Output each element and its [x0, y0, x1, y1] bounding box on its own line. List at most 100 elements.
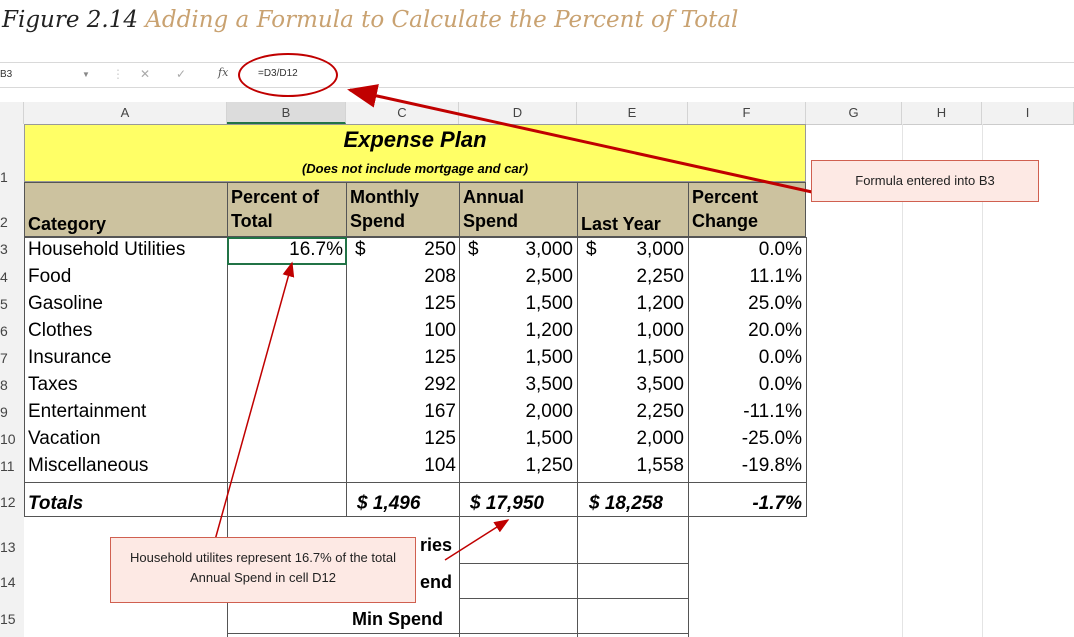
row-header-15[interactable]: 15	[0, 611, 16, 627]
column-header-d[interactable]: D	[459, 102, 577, 124]
monthly-spend-cell[interactable]: 208	[424, 266, 456, 287]
header-annual-spend[interactable]: Annual Spend	[459, 182, 578, 237]
row-header-5[interactable]: 5	[0, 296, 8, 312]
column-header-f[interactable]: F	[688, 102, 806, 124]
percent-change-cell[interactable]: 25.0%	[748, 293, 802, 314]
select-all-corner[interactable]	[0, 102, 24, 124]
row-header-6[interactable]: 6	[0, 323, 8, 339]
totals-change[interactable]: -1.7%	[752, 493, 802, 514]
category-cell[interactable]: Miscellaneous	[28, 455, 149, 476]
column-header-b[interactable]: B	[227, 102, 346, 124]
row-header-7[interactable]: 7	[0, 350, 8, 366]
category-cell[interactable]: Entertainment	[28, 401, 147, 422]
category-cell[interactable]: Taxes	[28, 374, 78, 395]
monthly-symbol-cell[interactable]: $	[355, 239, 366, 260]
totals-last-year[interactable]: $ 18,258	[589, 493, 663, 514]
category-cell[interactable]: Insurance	[28, 347, 112, 368]
last-year-cell[interactable]: 1,000	[636, 320, 684, 341]
title-band	[24, 124, 806, 182]
annual-spend-cell[interactable]: 1,500	[525, 428, 573, 449]
header-last-year-label: Last Year	[581, 214, 661, 234]
header-percent-change[interactable]: Percent Change	[688, 182, 806, 237]
row-header-11[interactable]: 11	[0, 458, 15, 474]
percent-change-cell[interactable]: -11.1%	[743, 401, 802, 422]
row-header-10[interactable]: 10	[0, 431, 16, 447]
category-cell[interactable]: Clothes	[28, 320, 93, 341]
percent-change-cell[interactable]: 0.0%	[758, 239, 802, 260]
row-header-14[interactable]: 14	[0, 574, 16, 590]
figure-caption: Figure 2.14 Adding a Formula to Calculat…	[2, 2, 738, 38]
category-cell[interactable]: Vacation	[28, 428, 101, 449]
column-header-g[interactable]: G	[806, 102, 902, 124]
header-monthly-spend[interactable]: Monthly Spend	[346, 182, 460, 237]
annual-spend-cell[interactable]: 1,500	[525, 347, 573, 368]
percent-change-cell[interactable]: 20.0%	[748, 320, 802, 341]
row-header-9[interactable]: 9	[0, 404, 8, 420]
percent-change-cell[interactable]: -25.0%	[741, 428, 802, 449]
last-year-cell[interactable]: 1,558	[636, 455, 684, 476]
category-cell[interactable]: Food	[28, 266, 72, 287]
monthly-spend-cell[interactable]: 292	[424, 374, 456, 395]
name-box[interactable]: B3 ▼	[0, 66, 100, 83]
insert-function-icon[interactable]: fx	[218, 66, 229, 79]
monthly-spend-cell[interactable]: 104	[424, 455, 456, 476]
row-header-4[interactable]: 4	[0, 269, 8, 285]
stats-row14-label[interactable]: end	[420, 572, 453, 592]
stats-min-spend-label[interactable]: Min Spend	[352, 609, 443, 629]
percent-change-cell[interactable]: 0.0%	[758, 374, 802, 395]
formula-bar: B3 ▼ ⋮ ✕ ✓ fx =D3/D12	[0, 62, 1074, 88]
percent-change-cell[interactable]: 11.1%	[749, 266, 802, 287]
row-header-3[interactable]: 3	[0, 241, 8, 257]
category-cell[interactable]: Gasoline	[28, 293, 103, 314]
row-header-2[interactable]: 2	[0, 214, 8, 230]
last-year-cell[interactable]: 1,200	[636, 293, 684, 314]
last-year-cell[interactable]: 2,000	[636, 428, 684, 449]
last-year-cell[interactable]: 2,250	[636, 401, 684, 422]
last-year-cell[interactable]: 3,500	[636, 374, 684, 395]
column-header-e[interactable]: E	[577, 102, 688, 124]
last-year-cell[interactable]: 3,000	[636, 239, 684, 260]
last-year-cell[interactable]: 1,500	[636, 347, 684, 368]
header-category-label: Category	[28, 214, 107, 234]
row-header-12[interactable]: 12	[0, 494, 16, 510]
monthly-spend-cell[interactable]: 167	[424, 401, 456, 422]
percent-total-cell[interactable]: 16.7%	[289, 239, 343, 260]
grid-line	[24, 516, 806, 517]
callout-household-explain: Household utilites represent 16.7% of th…	[110, 537, 416, 603]
totals-label[interactable]: Totals	[28, 493, 84, 514]
annual-spend-cell[interactable]: 2,500	[525, 266, 573, 287]
annual-spend-cell[interactable]: 1,200	[525, 320, 573, 341]
annual-spend-cell[interactable]: 3,500	[525, 374, 573, 395]
cancel-icon[interactable]: ✕	[140, 67, 151, 81]
percent-change-cell[interactable]: 0.0%	[758, 347, 802, 368]
chevron-down-icon[interactable]: ▼	[82, 70, 90, 79]
last-year-cell[interactable]: 2,250	[636, 266, 684, 287]
monthly-spend-cell[interactable]: 125	[424, 428, 456, 449]
monthly-spend-cell[interactable]: 125	[424, 293, 456, 314]
header-last-year[interactable]: Last Year	[577, 182, 689, 237]
grid-line	[459, 516, 460, 637]
totals-annual[interactable]: $ 17,950	[470, 493, 544, 514]
annual-spend-cell[interactable]: 2,000	[525, 401, 573, 422]
monthly-spend-cell[interactable]: 125	[424, 347, 456, 368]
row-header-1[interactable]: 1	[0, 169, 8, 185]
column-header-h[interactable]: H	[902, 102, 982, 124]
row-header-8[interactable]: 8	[0, 377, 8, 393]
header-category[interactable]: Category	[24, 182, 228, 237]
enter-check-icon[interactable]: ✓	[176, 67, 187, 81]
grid-line	[459, 598, 688, 599]
annual-symbol-cell[interactable]: $	[468, 239, 479, 260]
percent-change-cell[interactable]: -19.8%	[741, 455, 802, 476]
monthly-spend-cell[interactable]: 100	[424, 320, 456, 341]
column-header-a[interactable]: A	[24, 102, 227, 124]
monthly-spend-cell[interactable]: 250	[424, 239, 456, 260]
grid-line	[577, 237, 578, 517]
row-header-13[interactable]: 13	[0, 539, 16, 555]
category-cell[interactable]: Household Utilities	[28, 239, 186, 260]
annual-spend-cell[interactable]: 3,000	[525, 239, 573, 260]
totals-monthly[interactable]: $ 1,496	[357, 493, 421, 514]
annual-spend-cell[interactable]: 1,500	[525, 293, 573, 314]
annual-spend-cell[interactable]: 1,250	[525, 455, 573, 476]
stats-row13-label[interactable]: ries	[420, 535, 453, 555]
last-year-symbol-cell[interactable]: $	[586, 239, 597, 260]
